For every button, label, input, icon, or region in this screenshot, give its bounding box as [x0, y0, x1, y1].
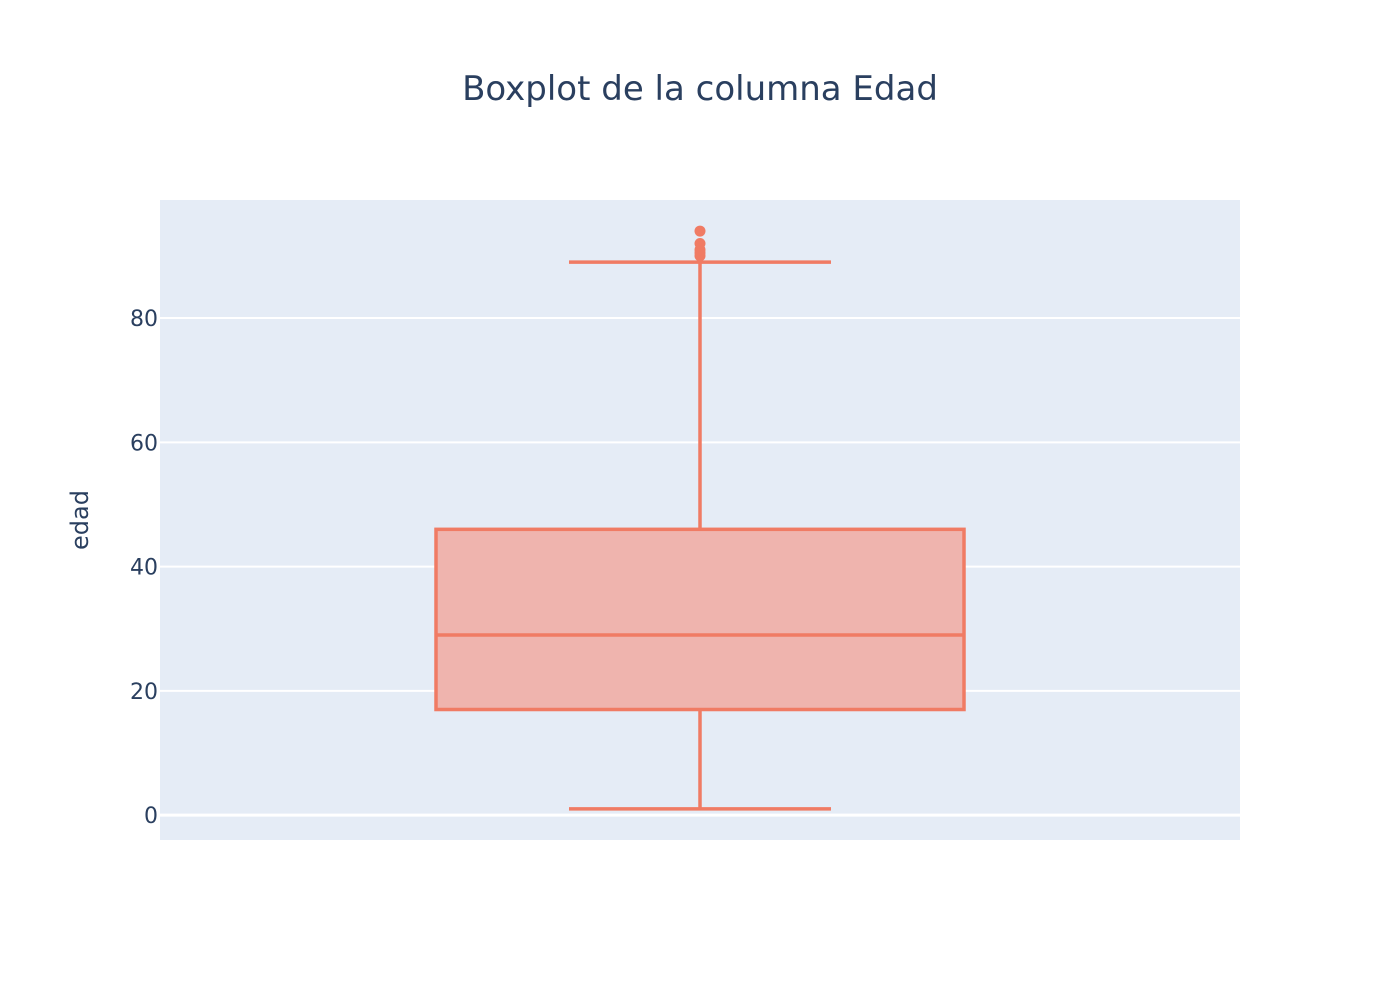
box-trace: [434, 225, 966, 811]
y-tick-label: 40: [130, 556, 158, 581]
chart-title: Boxplot de la columna Edad: [462, 69, 938, 109]
y-tick-label: 80: [130, 307, 158, 332]
outlier-point: [694, 225, 706, 237]
y-tick-label: 60: [130, 431, 158, 456]
y-axis-title: edad: [66, 490, 94, 550]
interquartile-box: [434, 527, 966, 712]
y-tick-label: 0: [144, 804, 158, 829]
y-tick-label: 20: [130, 680, 158, 705]
y-tick-labels: 0 20 40 60 80: [130, 307, 158, 829]
outlier-point: [694, 237, 706, 249]
